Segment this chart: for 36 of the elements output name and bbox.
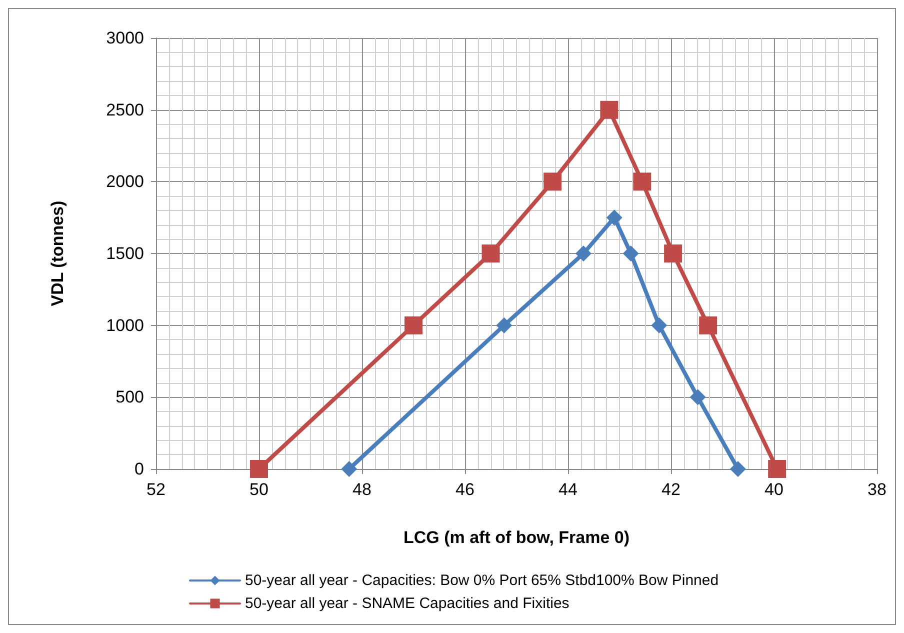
x-axis-title: LCG (m aft of bow, Frame 0) <box>403 528 630 547</box>
point <box>482 244 500 262</box>
point <box>633 172 652 191</box>
point <box>606 210 622 226</box>
y-tick-label: 2500 <box>106 100 144 120</box>
point <box>600 100 618 119</box>
point <box>664 244 682 262</box>
point <box>341 461 358 477</box>
x-tick-label: 38 <box>868 480 886 499</box>
x-tick-label: 42 <box>662 480 680 499</box>
y-axis-title: VDL (tonnes) <box>48 200 67 306</box>
y-tick-label: 1000 <box>106 316 144 335</box>
point <box>404 316 422 334</box>
point <box>496 317 512 334</box>
legend-label: 50-year all year - SNAME Capacities and Fixities <box>245 595 570 612</box>
y-tick-label: 3000 <box>106 28 144 48</box>
y-tick-label: 1500 <box>106 244 144 263</box>
point <box>690 389 706 406</box>
y-tick-label: 2000 <box>106 172 144 192</box>
y-tick-label: 500 <box>116 388 144 407</box>
x-tick-label: 40 <box>764 480 784 499</box>
x-tick-label: 44 <box>558 480 578 499</box>
point <box>768 460 786 478</box>
x-tick-label: 46 <box>456 480 474 499</box>
legend-label: 50-year all year - Capacities: Bow 0% Port 65% Stbd100% Bow Pinned <box>245 572 719 589</box>
x-tick-label: 50 <box>250 480 268 499</box>
point <box>622 246 639 262</box>
point <box>651 317 668 334</box>
x-tick-label: 48 <box>352 480 372 499</box>
point <box>544 172 562 191</box>
point <box>699 316 718 334</box>
x-tick-label: 52 <box>146 480 166 499</box>
point <box>250 460 268 478</box>
point <box>575 246 592 262</box>
y-tick-label: 0 <box>134 460 144 478</box>
point <box>730 461 746 477</box>
